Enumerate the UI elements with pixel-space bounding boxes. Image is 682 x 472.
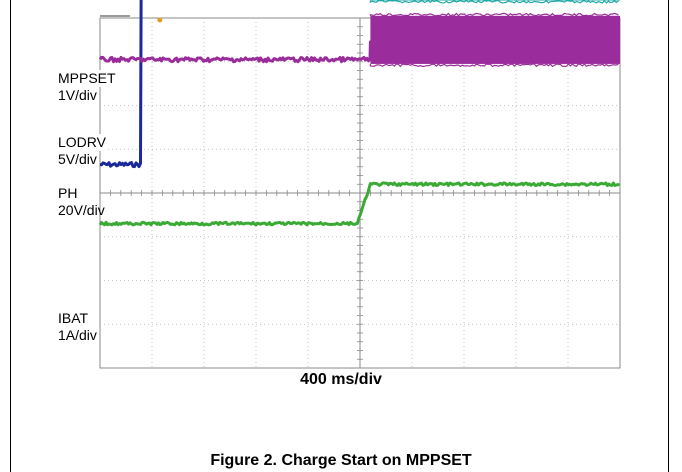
trace-lodrv xyxy=(369,0,620,4)
trigger-position-marker xyxy=(157,17,163,23)
channel-scale-ph: 20V/div xyxy=(58,202,105,218)
scope-markers xyxy=(100,15,163,23)
trace-ibat xyxy=(98,181,620,227)
trace-line-ph xyxy=(98,38,621,64)
channel-scale-mppset: 1V/div xyxy=(58,87,97,103)
channel-name-ibat: IBAT xyxy=(58,310,91,327)
time-base-label: 400 ms/div xyxy=(300,371,382,388)
channel-scale-ibat: 1A/div xyxy=(58,327,97,343)
page-frame xyxy=(10,0,669,472)
switching-band-lodrv xyxy=(370,0,620,1)
channel-name-lodrv: LODRV xyxy=(58,134,108,151)
figure-caption: Figure 2. Charge Start on MPPSET xyxy=(210,452,472,469)
channel-name-mppset: MPPSET xyxy=(58,70,118,87)
scope-grid xyxy=(99,17,621,369)
channel-name-ph: PH xyxy=(58,185,80,202)
channel-scale-lodrv: 5V/div xyxy=(58,151,97,167)
trace-ph xyxy=(98,12,621,68)
band-edge xyxy=(369,0,619,4)
scope-status-bar xyxy=(100,15,130,17)
band-edge xyxy=(369,12,619,17)
band-edge xyxy=(369,63,619,68)
scope-traces xyxy=(98,0,621,227)
trace-line-ibat xyxy=(98,181,620,227)
